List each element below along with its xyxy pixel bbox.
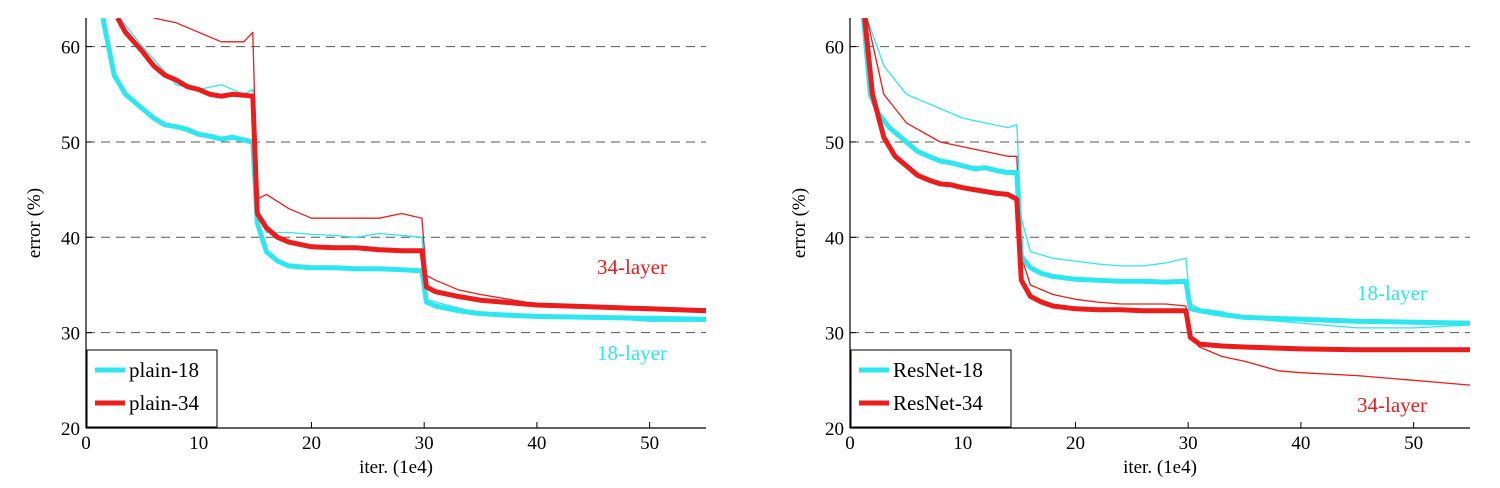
legend: plain-18 plain-34 — [86, 349, 218, 428]
x-tick-label: 30 — [1179, 433, 1198, 454]
resnet-34-series-line — [862, 18, 1470, 353]
y-tick-label: 30 — [61, 324, 80, 345]
y-tick-label: 20 — [825, 419, 844, 440]
legend-box — [850, 349, 1012, 428]
legend-box — [86, 349, 218, 428]
legend: ResNet-18 ResNet-34 — [850, 349, 1012, 428]
x-tick-label: 30 — [415, 433, 434, 454]
x-axis-label: iter. (1e4) — [359, 457, 433, 478]
x-tick-label: 10 — [953, 433, 972, 454]
x-tick-label: 50 — [1404, 433, 1423, 454]
resnet-18-series-line — [861, 18, 1470, 326]
y-tick-label: 40 — [61, 228, 80, 249]
y-axis-label: error (%) — [24, 188, 45, 258]
annotation-18-layer: 18-layer — [1357, 281, 1427, 305]
y-tick-label: 20 — [61, 419, 80, 440]
y-tick-label: 60 — [61, 38, 80, 59]
x-tick-label: 20 — [1066, 433, 1085, 454]
x-axis-label: iter. (1e4) — [1123, 457, 1197, 478]
x-tick-label: 40 — [1291, 433, 1310, 454]
x-tick-label: 20 — [302, 433, 321, 454]
legend-label: plain-18 — [129, 358, 199, 382]
x-tick-label: 0 — [81, 433, 91, 454]
y-tick-label: 50 — [61, 133, 80, 154]
annotation-18-layer: 18-layer — [597, 341, 667, 365]
y-tick-label: 50 — [825, 133, 844, 154]
y-tick-label: 30 — [825, 324, 844, 345]
chart-panel-1: 0 10 20 30 40 50 20 30 40 50 60 iter. (1e4) error (%… — [24, 18, 706, 478]
y-tick-label: 60 — [825, 38, 844, 59]
annotation-34-layer: 34-layer — [1357, 393, 1427, 417]
x-tick-label: 40 — [527, 433, 546, 454]
legend-label: ResNet-18 — [893, 358, 983, 382]
y-axis-label: error (%) — [789, 188, 810, 258]
y-tick-label: 40 — [825, 228, 844, 249]
plain-34-series-line — [115, 18, 706, 314]
legend-label: ResNet-34 — [893, 391, 983, 415]
annotation-34-layer: 34-layer — [597, 255, 667, 279]
thin-red-series-line — [153, 18, 706, 310]
x-tick-label: 0 — [845, 433, 855, 454]
legend-label: plain-34 — [129, 391, 199, 415]
x-tick-label: 50 — [640, 433, 659, 454]
x-tick-label: 10 — [189, 433, 208, 454]
chart-panel-2: 0 10 20 30 40 50 20 30 40 50 60 iter. (1e4) error (%… — [789, 18, 1470, 478]
plain-18-series-line — [100, 18, 706, 322]
thin-red-series-line — [866, 18, 1470, 386]
